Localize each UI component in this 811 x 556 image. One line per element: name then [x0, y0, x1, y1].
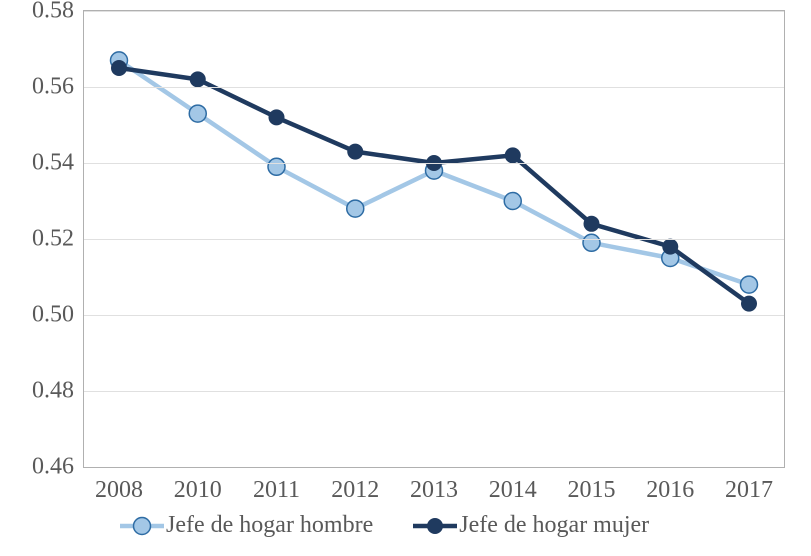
- x-tick-label: 2017: [725, 477, 773, 504]
- gridline: [84, 391, 784, 392]
- series-line-1: [119, 68, 749, 304]
- chart-plot-area: 0.460.480.500.520.540.560.58200820102011…: [83, 10, 785, 468]
- x-tick-label: 2013: [410, 477, 458, 504]
- gridline: [84, 239, 784, 240]
- series-marker-0-2: [268, 158, 285, 175]
- series-marker-1-3: [347, 144, 363, 160]
- series-marker-0-6: [583, 234, 600, 251]
- x-tick-label: 2008: [95, 477, 143, 504]
- chart-legend: Jefe de hogar hombre Jefe de hogar mujer: [120, 512, 649, 539]
- y-tick-label: 0.52: [32, 226, 74, 253]
- x-tick-label: 2015: [568, 477, 616, 504]
- gridline: [84, 315, 784, 316]
- series-marker-0-3: [347, 200, 364, 217]
- series-marker-1-2: [269, 109, 285, 125]
- gridline: [84, 11, 784, 12]
- series-marker-0-8: [741, 276, 758, 293]
- y-tick-label: 0.46: [32, 454, 74, 481]
- x-tick-label: 2016: [646, 477, 694, 504]
- series-marker-1-7: [662, 239, 678, 255]
- y-tick-label: 0.56: [32, 74, 74, 101]
- y-tick-label: 0.58: [32, 0, 74, 25]
- gridline: [84, 87, 784, 88]
- series-marker-1-8: [741, 296, 757, 312]
- series-marker-0-1: [189, 105, 206, 122]
- y-tick-label: 0.54: [32, 150, 74, 177]
- series-marker-1-1: [190, 71, 206, 87]
- x-tick-label: 2012: [331, 477, 379, 504]
- legend-swatch-1: [413, 514, 457, 538]
- x-tick-label: 2011: [253, 477, 300, 504]
- series-marker-1-0: [111, 60, 127, 76]
- x-tick-label: 2010: [174, 477, 222, 504]
- legend-item-1: Jefe de hogar mujer: [413, 512, 649, 539]
- legend-label-0: Jefe de hogar hombre: [166, 512, 373, 539]
- x-tick-label: 2014: [489, 477, 537, 504]
- series-marker-1-5: [505, 147, 521, 163]
- series-marker-1-6: [584, 216, 600, 232]
- legend-label-1: Jefe de hogar mujer: [459, 512, 649, 539]
- legend-item-0: Jefe de hogar hombre: [120, 512, 373, 539]
- gridline: [84, 163, 784, 164]
- series-marker-0-5: [504, 193, 521, 210]
- y-tick-label: 0.50: [32, 302, 74, 329]
- legend-swatch-0: [120, 514, 164, 538]
- y-tick-label: 0.48: [32, 378, 74, 405]
